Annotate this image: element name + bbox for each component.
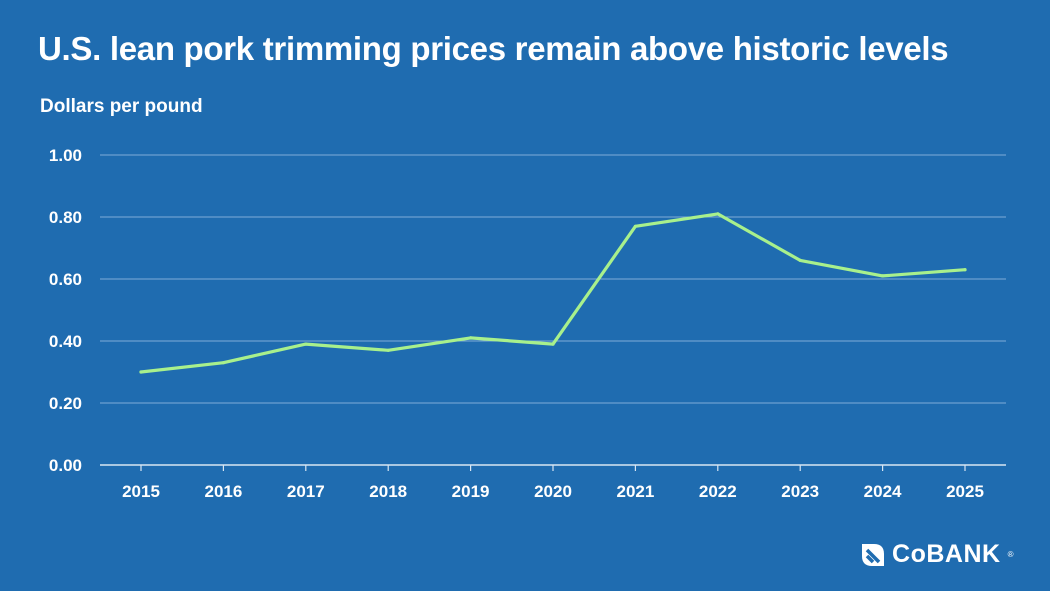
data-point <box>139 370 143 374</box>
x-tick-label: 2015 <box>122 482 160 501</box>
data-point <box>551 342 555 346</box>
data-point <box>716 212 720 216</box>
y-tick-label: 0.80 <box>49 208 82 227</box>
x-tick-label: 2023 <box>781 482 819 501</box>
y-tick-label: 0.40 <box>49 332 82 351</box>
cobank-logo-icon <box>862 543 885 566</box>
y-tick-label: 1.00 <box>49 146 82 165</box>
y-tick-label: 0.20 <box>49 394 82 413</box>
data-point <box>881 274 885 278</box>
data-point <box>221 361 225 365</box>
x-tick-label: 2018 <box>369 482 407 501</box>
data-point <box>469 336 473 340</box>
x-tick-label: 2024 <box>864 482 902 501</box>
brand-name: CoBANK <box>892 540 1001 568</box>
x-tick-label: 2025 <box>946 482 984 501</box>
series-line <box>139 212 967 374</box>
cobank-logo: CoBANK ® <box>860 540 1014 569</box>
x-tick-label: 2019 <box>452 482 490 501</box>
y-tick-label: 0.00 <box>49 456 82 475</box>
x-tick-label: 2022 <box>699 482 737 501</box>
data-point <box>386 348 390 352</box>
trademark-mark: ® <box>1007 550 1014 559</box>
data-point <box>633 224 638 228</box>
x-tick-label: 2016 <box>204 482 242 501</box>
data-point <box>798 258 802 262</box>
x-tick-label: 2020 <box>534 482 572 501</box>
chart-title: U.S. lean pork trimming prices remain ab… <box>38 30 949 67</box>
y-tick-label: 0.60 <box>49 270 82 289</box>
x-tick-label: 2017 <box>287 482 325 501</box>
y-axis-label: Dollars per pound <box>40 96 203 117</box>
data-point <box>963 268 967 272</box>
x-tick-label: 2021 <box>616 482 654 501</box>
data-point <box>304 342 308 346</box>
